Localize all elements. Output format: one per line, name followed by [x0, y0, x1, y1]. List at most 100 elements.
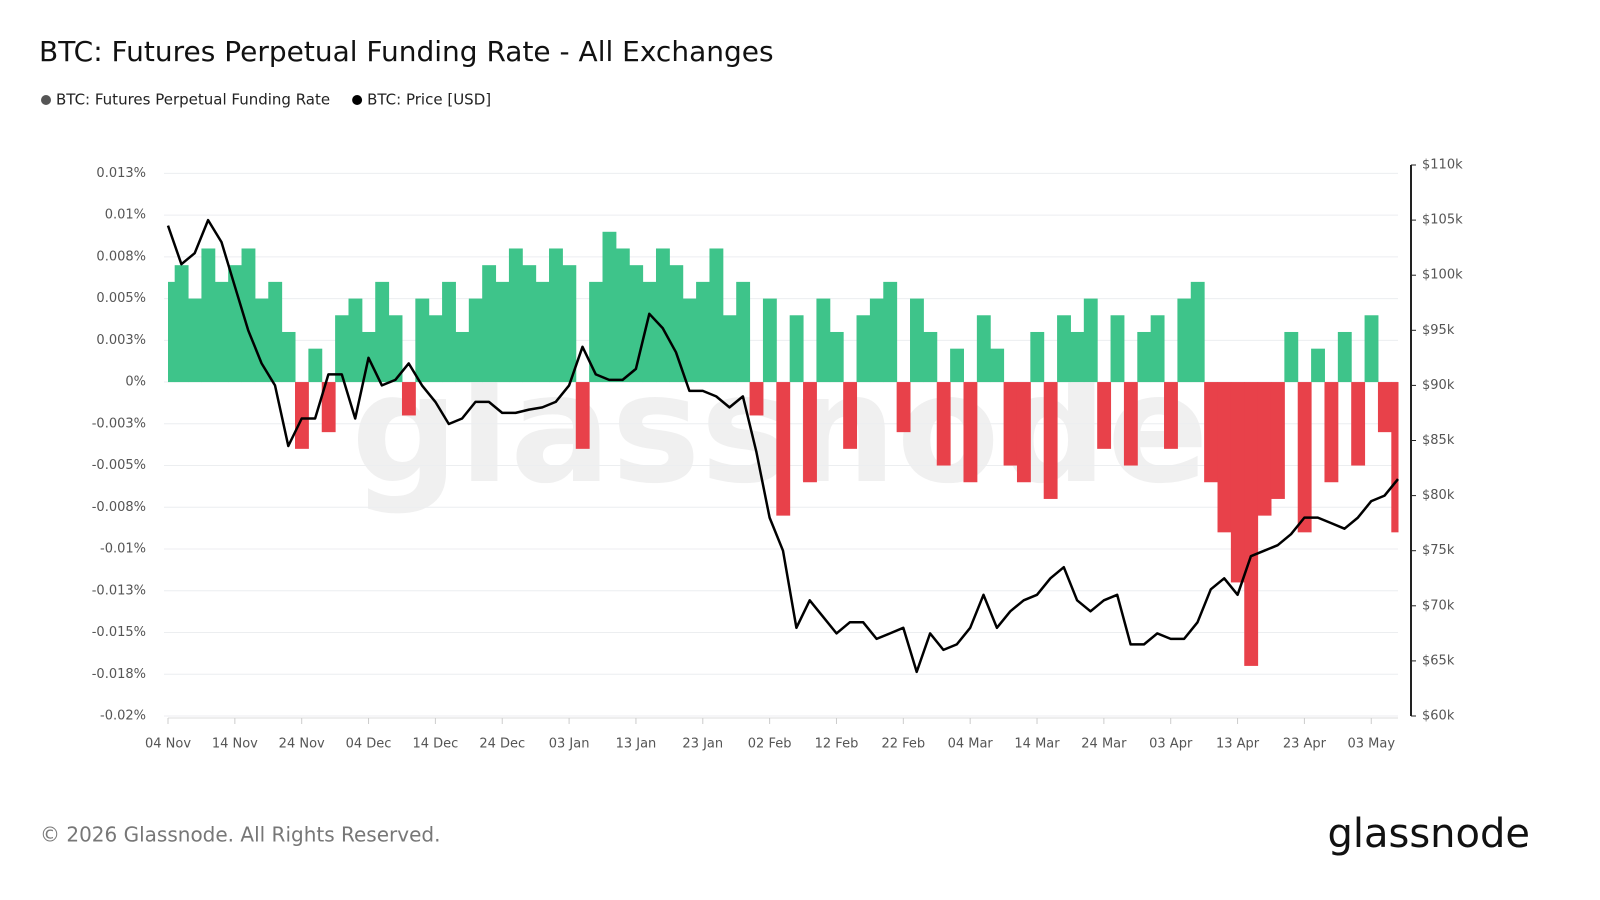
funding-bar	[442, 281, 456, 383]
x-tick-label: 24 Mar	[1081, 737, 1127, 752]
funding-bar	[1311, 348, 1325, 383]
funding-bar	[1377, 382, 1392, 433]
x-tick-label: 14 Mar	[1014, 737, 1060, 752]
funding-bar	[669, 265, 684, 383]
funding-bar	[281, 331, 296, 383]
y-tick-label: 0.005%	[96, 291, 146, 306]
funding-bar	[816, 298, 831, 383]
x-tick-label: 04 Nov	[145, 737, 191, 752]
funding-bar	[1016, 382, 1031, 483]
y-tick-label: -0.01%	[100, 542, 146, 557]
funding-bar	[749, 382, 764, 416]
y2-tick-label: $100k	[1422, 268, 1463, 283]
funding-bar	[602, 231, 617, 383]
y-tick-label: 0.01%	[105, 208, 146, 223]
funding-bar	[1150, 315, 1165, 383]
funding-bar	[1217, 382, 1232, 533]
legend-label: BTC: Futures Perpetual Funding Rate	[56, 91, 330, 109]
funding-bar	[535, 281, 550, 383]
x-tick-label: 23 Jan	[682, 737, 723, 752]
x-tick-label: 13 Apr	[1216, 737, 1260, 752]
x-tick-label: 22 Feb	[881, 737, 925, 752]
funding-bar	[883, 281, 898, 383]
funding-bar	[1083, 298, 1098, 383]
funding-bar	[168, 281, 176, 383]
funding-bar	[268, 281, 283, 383]
funding-bar	[722, 315, 737, 383]
y-tick-label: -0.02%	[100, 709, 146, 724]
funding-bar	[1003, 382, 1018, 466]
funding-bar	[1190, 281, 1205, 383]
funding-bar	[762, 298, 777, 383]
chart-title: BTC: Futures Perpetual Funding Rate - Al…	[39, 35, 774, 68]
funding-bar	[308, 348, 323, 383]
y2-tick-label: $65k	[1422, 653, 1455, 668]
y2-tick-label: $105k	[1422, 213, 1463, 228]
x-tick-label: 04 Mar	[948, 737, 994, 752]
footer: © 2026 Glassnode. All Rights Reserved.	[40, 823, 440, 847]
funding-bar	[1204, 382, 1219, 483]
funding-bar	[241, 248, 256, 383]
funding-bar	[1297, 382, 1312, 533]
funding-bar	[1391, 382, 1399, 533]
funding-bar	[1070, 331, 1085, 383]
y2-tick-label: $60k	[1422, 709, 1455, 724]
funding-bar	[522, 265, 537, 383]
funding-bar	[482, 265, 497, 383]
funding-bar	[923, 331, 938, 383]
funding-bar	[575, 382, 590, 449]
funding-bar	[682, 298, 697, 383]
funding-bar	[428, 315, 443, 383]
funding-bar	[963, 382, 978, 483]
funding-bar	[1030, 331, 1045, 383]
y2-tick-label: $95k	[1422, 323, 1455, 338]
funding-bar	[1123, 382, 1138, 466]
funding-bar	[642, 281, 657, 383]
funding-bar	[1110, 315, 1125, 383]
y-tick-label: -0.015%	[92, 625, 146, 640]
funding-bar	[1230, 382, 1245, 583]
x-tick-label: 03 Apr	[1149, 737, 1193, 752]
funding-bar	[188, 298, 202, 383]
y-tick-label: -0.018%	[92, 667, 146, 682]
legend-marker	[41, 95, 51, 105]
funding-bar	[321, 382, 336, 433]
y-tick-label: -0.003%	[92, 416, 146, 431]
funding-bar	[348, 298, 363, 383]
y-tick-label: 0.013%	[96, 166, 146, 181]
funding-bar	[776, 382, 791, 516]
x-tick-label: 24 Nov	[279, 737, 325, 752]
funding-bar	[295, 382, 309, 449]
funding-bar	[1284, 331, 1299, 383]
y-tick-label: 0.008%	[96, 249, 146, 264]
legend-marker	[352, 95, 363, 105]
funding-bar	[843, 382, 858, 449]
legend-label: BTC: Price [USD]	[367, 91, 491, 109]
funding-bar	[936, 382, 951, 466]
y2-tick-label: $80k	[1422, 488, 1455, 503]
funding-bar	[1324, 382, 1339, 483]
x-tick-label: 04 Dec	[346, 737, 392, 752]
y2-tick-label: $90k	[1422, 378, 1455, 393]
y2-tick-label: $70k	[1422, 598, 1455, 613]
funding-bar	[1337, 331, 1352, 383]
funding-bar	[228, 265, 243, 383]
x-tick-label: 23 Apr	[1283, 737, 1327, 752]
x-tick-label: 02 Feb	[748, 737, 792, 752]
funding-bar	[990, 348, 1005, 383]
y-tick-label: -0.008%	[92, 500, 146, 515]
funding-bar	[910, 298, 924, 383]
funding-bar	[455, 331, 470, 383]
funding-bar	[1177, 298, 1192, 383]
funding-bar	[1097, 382, 1112, 449]
funding-bar	[1164, 382, 1178, 449]
funding-bar	[655, 248, 670, 383]
funding-bar	[896, 382, 911, 433]
funding-bar	[549, 248, 563, 383]
funding-bar	[976, 315, 991, 383]
y2-tick-label: $85k	[1422, 433, 1455, 448]
funding-bar	[950, 348, 964, 383]
y-tick-label: 0%	[125, 375, 146, 390]
y2-tick-label: $75k	[1422, 543, 1455, 558]
